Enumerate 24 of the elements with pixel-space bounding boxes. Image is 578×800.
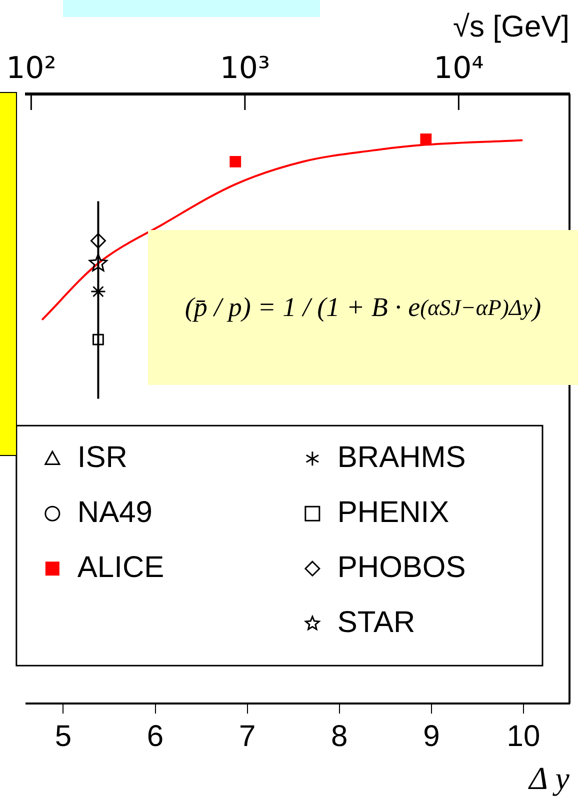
point bbox=[90, 284, 106, 300]
x-tick-label: 9 bbox=[423, 720, 440, 753]
point bbox=[90, 233, 106, 249]
legend-label: STAR bbox=[337, 606, 416, 639]
legend-label: ISR bbox=[77, 440, 128, 474]
x-tick-label: 10 bbox=[506, 720, 540, 753]
point bbox=[92, 334, 104, 346]
x2-tick-label: 10³ bbox=[220, 50, 270, 86]
x-tick-label: 8 bbox=[331, 720, 348, 753]
x2-tick-label: 10⁴ bbox=[434, 50, 484, 86]
x-tick-label: 5 bbox=[54, 720, 72, 753]
legend-label: NA49 bbox=[77, 496, 152, 529]
point bbox=[420, 133, 432, 145]
x2-axis-title: √s [GeV] bbox=[453, 10, 570, 44]
legend-label: BRAHMS bbox=[337, 440, 466, 474]
x-axis-title: Δ y bbox=[527, 760, 570, 796]
point bbox=[230, 156, 242, 168]
legend-label: PHOBOS bbox=[337, 550, 466, 584]
point bbox=[88, 254, 108, 272]
x-tick-label: 6 bbox=[146, 720, 164, 753]
legend-label: ALICE bbox=[77, 550, 164, 584]
legend-label: PHENIX bbox=[337, 496, 450, 529]
x-tick-label: 7 bbox=[238, 720, 256, 753]
x2-tick-label: 10² bbox=[6, 50, 56, 86]
